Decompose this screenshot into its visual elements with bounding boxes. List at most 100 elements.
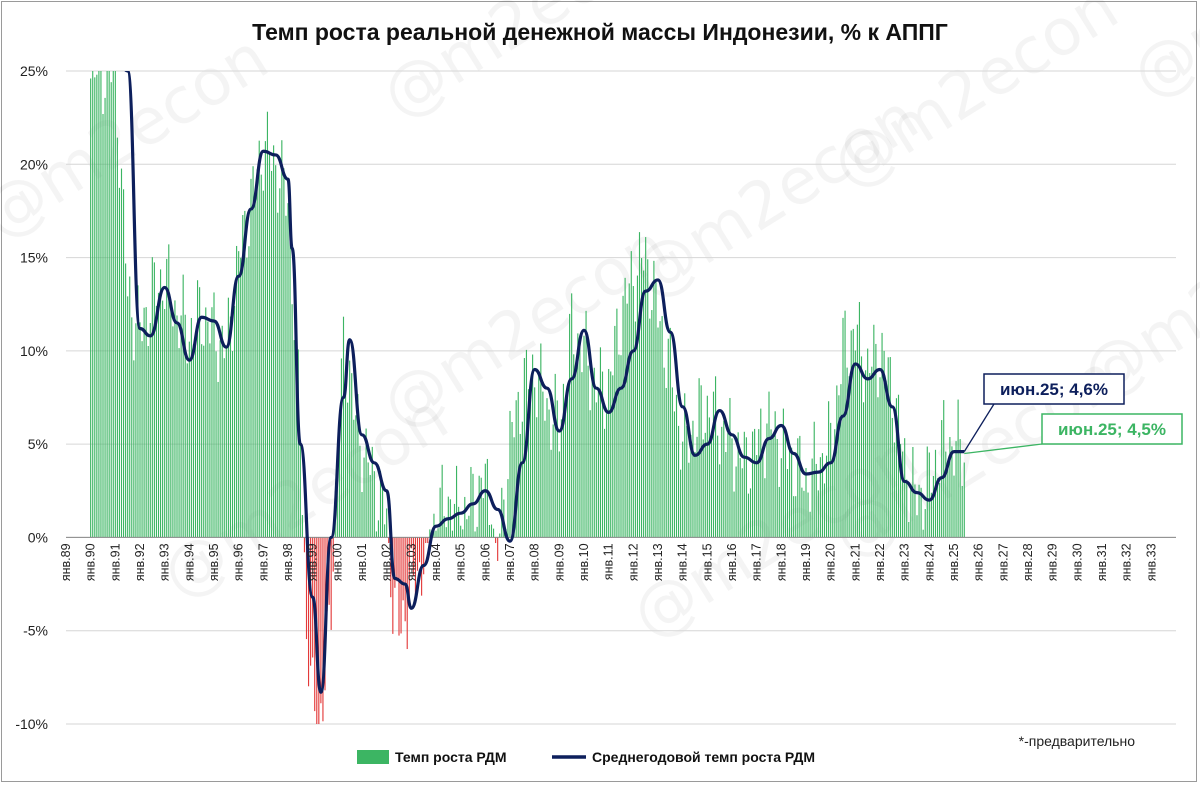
bar — [774, 411, 776, 538]
x-tick-label: янв.22 — [873, 543, 887, 581]
bar — [821, 453, 824, 538]
bar — [887, 357, 889, 538]
x-tick-label: янв.25 — [947, 543, 961, 581]
bar — [645, 237, 647, 538]
bar — [439, 487, 441, 538]
x-tick-label: янв.00 — [330, 543, 344, 581]
bar — [347, 402, 349, 538]
bar — [166, 258, 168, 538]
bar — [96, 74, 98, 538]
bar — [682, 441, 684, 538]
bar — [236, 245, 238, 538]
bar — [137, 285, 139, 538]
bar — [698, 378, 700, 538]
bar — [548, 409, 550, 538]
bar — [589, 410, 591, 538]
bar — [762, 455, 764, 538]
x-tick-label: янв.89 — [59, 543, 73, 581]
bar — [112, 71, 114, 538]
bar — [867, 348, 869, 538]
bar — [98, 71, 100, 538]
bar — [899, 444, 902, 538]
bar — [291, 304, 293, 538]
bar — [616, 308, 618, 538]
bar — [904, 438, 906, 538]
bar — [159, 269, 162, 538]
bar — [626, 303, 628, 538]
bar — [427, 537, 429, 544]
bar — [240, 257, 242, 538]
bar — [435, 530, 437, 538]
bar — [764, 478, 766, 538]
bar — [441, 464, 443, 538]
bar — [877, 397, 879, 538]
x-tick-label: янв.07 — [503, 543, 517, 581]
bar — [817, 490, 819, 538]
x-tick-label: янв.10 — [577, 543, 591, 581]
bar — [468, 515, 470, 538]
bar — [842, 317, 844, 538]
bar — [451, 530, 454, 538]
bar — [957, 399, 959, 538]
bar — [788, 449, 791, 538]
bar — [581, 372, 583, 538]
bar — [279, 188, 281, 538]
bar — [344, 383, 347, 538]
bar — [353, 419, 355, 538]
bar — [423, 537, 425, 575]
bar — [564, 400, 567, 538]
bar — [381, 486, 384, 538]
bar — [320, 537, 322, 704]
bar — [754, 428, 756, 538]
x-tick-label: янв.32 — [1120, 543, 1134, 581]
bar — [186, 363, 188, 538]
bar — [176, 315, 178, 538]
x-tick-label: янв.03 — [404, 543, 418, 581]
legend-label-bars: Темп роста РДМ — [395, 749, 507, 765]
bar — [147, 346, 149, 538]
x-tick-label: янв.94 — [182, 543, 196, 581]
bar — [587, 365, 589, 538]
bar — [492, 528, 495, 538]
bar — [462, 529, 464, 538]
bar — [665, 387, 667, 538]
bar — [482, 498, 484, 538]
x-tick-label: янв.18 — [774, 543, 788, 581]
x-tick-label: янв.01 — [355, 543, 369, 581]
bar — [799, 435, 801, 538]
bar — [227, 297, 229, 538]
bar — [488, 524, 491, 538]
bar — [168, 244, 170, 538]
bar — [369, 474, 371, 538]
bar — [515, 400, 517, 538]
y-axis-labels: 25% 20% 15% 10% 5% 0% -5% -10% — [15, 63, 48, 732]
watermark-text: @m2econ — [0, 21, 281, 254]
bar — [90, 78, 92, 538]
bar — [552, 424, 554, 538]
bar — [307, 537, 310, 687]
bar — [275, 165, 277, 538]
bar — [396, 537, 398, 582]
bar — [246, 257, 248, 538]
bar — [932, 476, 935, 538]
bar — [129, 276, 131, 538]
bar — [741, 468, 743, 538]
bar — [242, 215, 244, 538]
bar — [558, 451, 560, 538]
bar — [823, 483, 826, 538]
bar — [273, 145, 275, 538]
bar — [815, 463, 817, 538]
bar — [825, 455, 828, 538]
bar — [725, 451, 727, 538]
bar — [873, 324, 875, 538]
bar — [104, 97, 106, 538]
callout-label: июн.25; 4,5% — [1058, 420, 1166, 439]
bar — [758, 429, 760, 538]
bar — [813, 421, 815, 538]
bar — [507, 479, 509, 538]
bar — [390, 537, 392, 598]
bar — [151, 257, 153, 538]
x-tick-label: янв.09 — [552, 543, 566, 581]
bar — [749, 488, 752, 538]
x-tick-label: янв.15 — [700, 543, 714, 581]
